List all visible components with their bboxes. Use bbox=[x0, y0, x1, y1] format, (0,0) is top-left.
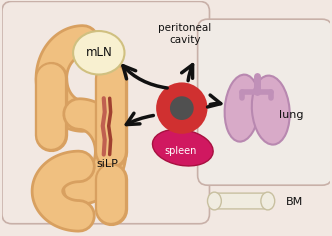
Ellipse shape bbox=[208, 192, 221, 210]
Ellipse shape bbox=[225, 75, 260, 142]
Text: siLP: siLP bbox=[97, 160, 119, 169]
FancyBboxPatch shape bbox=[2, 1, 209, 224]
Text: BM: BM bbox=[286, 197, 303, 207]
FancyBboxPatch shape bbox=[198, 19, 332, 185]
Text: lung: lung bbox=[279, 110, 304, 120]
Text: mLN: mLN bbox=[85, 46, 112, 59]
Text: peritoneal
cavity: peritoneal cavity bbox=[158, 23, 211, 45]
Ellipse shape bbox=[152, 129, 213, 166]
Ellipse shape bbox=[73, 31, 124, 75]
Ellipse shape bbox=[252, 76, 290, 145]
Text: spleen: spleen bbox=[165, 146, 197, 156]
Circle shape bbox=[156, 82, 208, 134]
Circle shape bbox=[170, 96, 194, 120]
FancyBboxPatch shape bbox=[210, 193, 272, 209]
Ellipse shape bbox=[261, 192, 275, 210]
